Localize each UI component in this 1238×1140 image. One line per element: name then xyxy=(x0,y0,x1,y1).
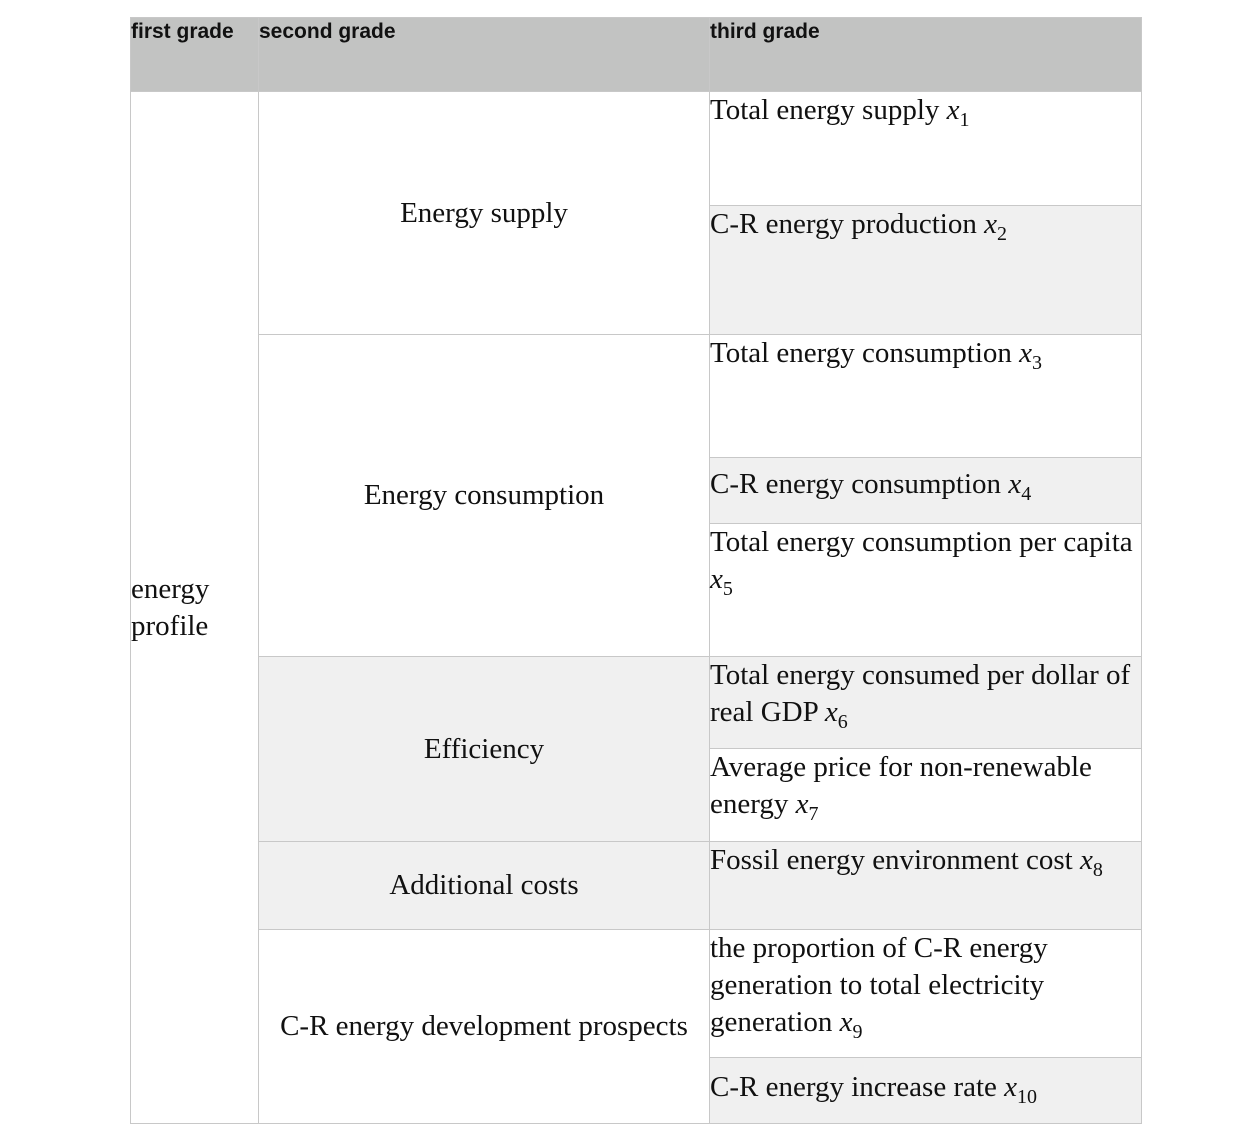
indicator-variable: x xyxy=(1004,1071,1018,1103)
indicator-variable: x xyxy=(1008,468,1022,500)
indicator-subscript: 6 xyxy=(837,711,848,733)
second-grade-cell: C-R energy development prospects xyxy=(258,929,710,1124)
third-grade-cell: Total energy supply x1 xyxy=(709,91,1142,206)
indicator-variable: x xyxy=(1079,844,1093,876)
indicator-text: Fossil energy environment cost xyxy=(710,844,1080,876)
indicator-text: Total energy consumption xyxy=(710,337,1020,369)
third-grade-cell: C-R energy production x2 xyxy=(709,205,1142,335)
table-row: C-R energy consumption x4 xyxy=(131,457,1142,524)
indicator-subscript: 8 xyxy=(1092,859,1103,881)
table-row: Total energy consumption per capita x5 xyxy=(131,523,1142,657)
third-grade-cell: C-R energy increase rate x10 xyxy=(709,1057,1142,1124)
table-row: C-R energy increase rate x10 xyxy=(131,1057,1142,1124)
third-grade-cell: Average price for non-renewable energy x… xyxy=(709,748,1142,842)
third-grade-cell: Total energy consumption x3 xyxy=(709,334,1142,458)
indicator-table: first grade second grade third grade ene… xyxy=(130,17,1142,1124)
indicator-text: Total energy consumption per capita xyxy=(710,526,1133,558)
third-grade-cell: Fossil energy environment cost x8 xyxy=(709,841,1142,930)
indicator-subscript: 7 xyxy=(808,803,819,825)
second-grade-cell: Energy consumption xyxy=(258,334,710,657)
indicator-subscript: 10 xyxy=(1017,1086,1038,1108)
table-row: C-R energy production x2 xyxy=(131,205,1142,335)
table-row: Energy consumption Total energy consumpt… xyxy=(131,334,1142,657)
third-grade-cell: Total energy consumed per dollar of real… xyxy=(709,656,1142,749)
second-grade-label: Efficiency xyxy=(423,732,545,765)
header-first-grade: first grade xyxy=(130,17,259,92)
second-grade-label: Additional costs xyxy=(389,869,579,901)
header-second-grade: second grade xyxy=(258,17,710,92)
indicator-text: C-R energy production xyxy=(710,208,985,240)
table-row: Average price for non-renewable energy x… xyxy=(131,748,1142,842)
indicator-variable: x xyxy=(946,94,960,126)
second-grade-label: C-R energy development prospects xyxy=(280,1010,688,1042)
table-row: energy profile Energy supply Total energ… xyxy=(130,91,1142,1124)
indicator-variable: x xyxy=(795,788,809,820)
table-row: Additional costs Fossil energy environme… xyxy=(131,841,1142,930)
second-grade-label: Energy consumption xyxy=(363,479,605,511)
header-third-grade: third grade xyxy=(709,17,1142,92)
indicator-variable: x xyxy=(824,696,838,728)
indicator-subscript: 2 xyxy=(997,223,1007,245)
indicator-text: Average price for non-renewable energy xyxy=(710,751,1092,820)
indicator-variable: x xyxy=(839,1006,853,1038)
first-grade-cell: energy profile xyxy=(130,91,259,1124)
indicator-subscript: 9 xyxy=(852,1021,863,1043)
third-grade-cell: Total energy consumption per capita x5 xyxy=(709,523,1142,657)
indicator-text: C-R energy increase rate xyxy=(710,1071,1005,1103)
first-grade-label: energy profile xyxy=(131,572,210,642)
indicator-text: C-R energy consumption xyxy=(710,468,1009,500)
table-row: C-R energy development prospects the pro… xyxy=(131,929,1142,1124)
second-grade-cell: Efficiency xyxy=(258,656,710,842)
indicator-variable: x xyxy=(1019,337,1033,369)
indicator-text: the proportion of C-R energy generation … xyxy=(710,932,1048,1038)
indicator-subscript: 3 xyxy=(1032,352,1043,374)
indicator-variable: x xyxy=(984,208,997,240)
second-grade-cell: Additional costs xyxy=(258,841,710,930)
table-row: Efficiency Total energy consumed per dol… xyxy=(131,656,1142,842)
indicator-variable: x xyxy=(710,563,723,595)
second-grade-label: Energy supply xyxy=(400,196,568,229)
indicator-subscript: 5 xyxy=(722,578,733,600)
third-grade-cell: the proportion of C-R energy generation … xyxy=(709,929,1142,1058)
indicator-subscript: 1 xyxy=(959,109,970,131)
indicator-text: Total energy supply xyxy=(710,94,947,126)
indicator-subscript: 4 xyxy=(1021,483,1032,505)
second-grade-cell: Energy supply xyxy=(258,91,710,335)
header-row: first grade second grade third grade xyxy=(130,17,1142,92)
third-grade-cell: C-R energy consumption x4 xyxy=(709,457,1142,524)
indicator-text: Total energy consumed per dollar of real… xyxy=(710,659,1131,728)
